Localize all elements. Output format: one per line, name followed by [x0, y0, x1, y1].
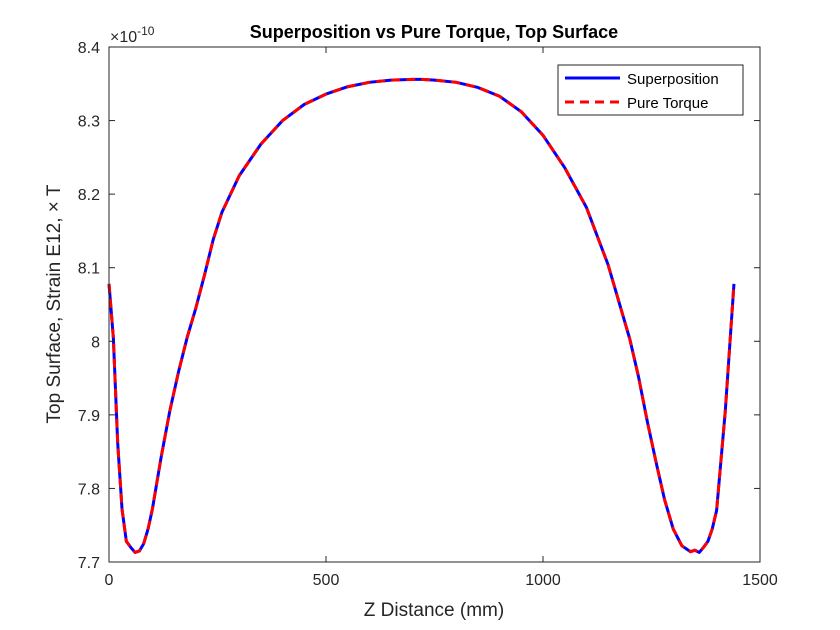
y-tick-label: 7.9 [78, 408, 100, 425]
x-tick-label: 1000 [525, 572, 561, 589]
plot-area: 0 500 1000 1500 7.7 7.8 7.9 8 8.1 8.2 8.3 8.4 [78, 40, 778, 589]
y-tick-label: 8.1 [78, 261, 100, 278]
y-exponent-base: ×10 [110, 29, 137, 46]
y-tick-label: 8.4 [78, 40, 100, 57]
y-tick-label: 7.8 [78, 481, 100, 498]
y-tick-label: 8 [91, 334, 100, 351]
chart-title: Superposition vs Pure Torque, Top Surfac… [250, 22, 618, 42]
y-exponent-power: -10 [137, 24, 155, 38]
series-layer [107, 77, 736, 554]
x-tick-label: 1500 [742, 572, 778, 589]
y-exponent-label: ×10-10 [110, 24, 155, 46]
legend: Superposition Pure Torque [557, 64, 744, 116]
legend-entry-pure-torque: Pure Torque [627, 95, 708, 112]
x-axis-label: Z Distance (mm) [364, 600, 504, 621]
x-tick-label: 0 [105, 572, 114, 589]
series-line-pure-torque [107, 77, 736, 554]
y-tick-label: 7.7 [78, 555, 100, 572]
legend-box [557, 64, 744, 116]
y-axis-label: Top Surface, Strain E12, × T [44, 184, 65, 423]
axes-box [108, 46, 761, 563]
tick-layer: 0 500 1000 1500 7.7 7.8 7.9 8 8.1 8.2 8.3 8.4 [78, 40, 778, 589]
legend-entry-superposition: Superposition [627, 71, 719, 88]
x-tick-label: 500 [313, 572, 340, 589]
y-tick-label: 8.2 [78, 187, 100, 204]
y-tick-label: 8.3 [78, 114, 100, 131]
